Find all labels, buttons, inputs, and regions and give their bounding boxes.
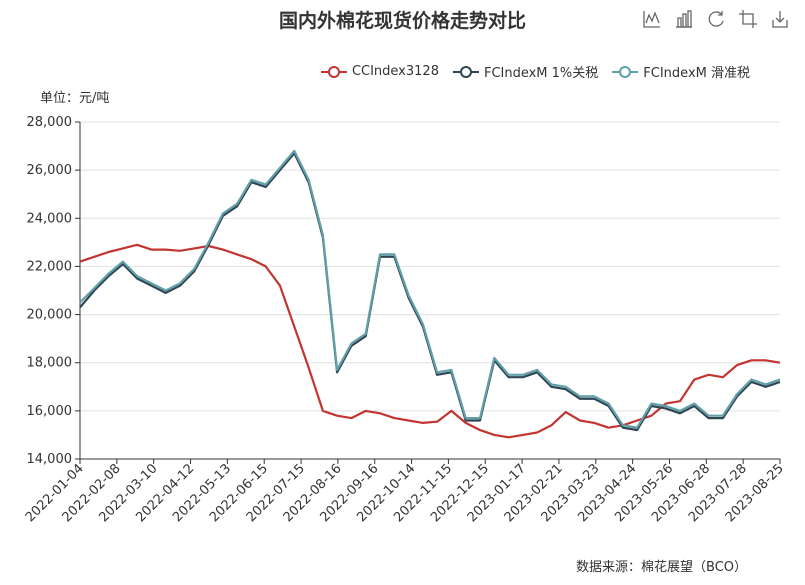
chart-title: 国内外棉花现货价格走势对比 — [278, 10, 526, 32]
download-icon[interactable] — [769, 8, 791, 30]
legend-marker-fcindex-1pct — [452, 65, 479, 78]
y-tick-label: 22,000 — [27, 259, 73, 274]
legend-marker-fcindex-sliding — [612, 65, 639, 78]
toolbox — [641, 8, 791, 30]
y-axis-unit-label: 单位：元/吨 — [40, 91, 110, 106]
legend: CCIndex3128 FCIndexM 1%关税 FCIndexM 滑准税 — [320, 62, 750, 81]
restore-icon[interactable] — [705, 8, 727, 30]
crop-icon[interactable] — [737, 8, 759, 30]
legend-label-fcindex-1pct: FCIndexM 1%关税 — [483, 66, 599, 81]
bar-chart-icon[interactable] — [673, 8, 695, 30]
legend-item-ccindex[interactable]: CCIndex3128 — [320, 62, 439, 81]
legend-item-fcindex-sliding[interactable]: FCIndexM 滑准税 — [612, 62, 750, 81]
legend-item-fcindex-1pct[interactable]: FCIndexM 1%关税 — [452, 62, 599, 81]
y-tick-label: 26,000 — [27, 163, 73, 178]
y-tick-label: 18,000 — [27, 356, 73, 371]
y-tick-label: 16,000 — [27, 404, 73, 419]
legend-marker-ccindex — [320, 65, 347, 78]
series-line-2[interactable] — [79, 149, 781, 429]
line-chart-icon[interactable] — [641, 8, 663, 30]
legend-label-ccindex: CCIndex3128 — [351, 64, 439, 79]
y-tick-label: 14,000 — [27, 452, 73, 467]
y-tick-label: 28,000 — [27, 115, 73, 130]
y-tick-label: 24,000 — [27, 211, 73, 226]
data-source-note: 数据来源：棉花展望（BCO） — [576, 560, 747, 575]
y-tick-label: 20,000 — [27, 308, 73, 323]
series-line-1[interactable] — [79, 152, 781, 432]
legend-label-fcindex-sliding: FCIndexM 滑准税 — [643, 66, 750, 81]
